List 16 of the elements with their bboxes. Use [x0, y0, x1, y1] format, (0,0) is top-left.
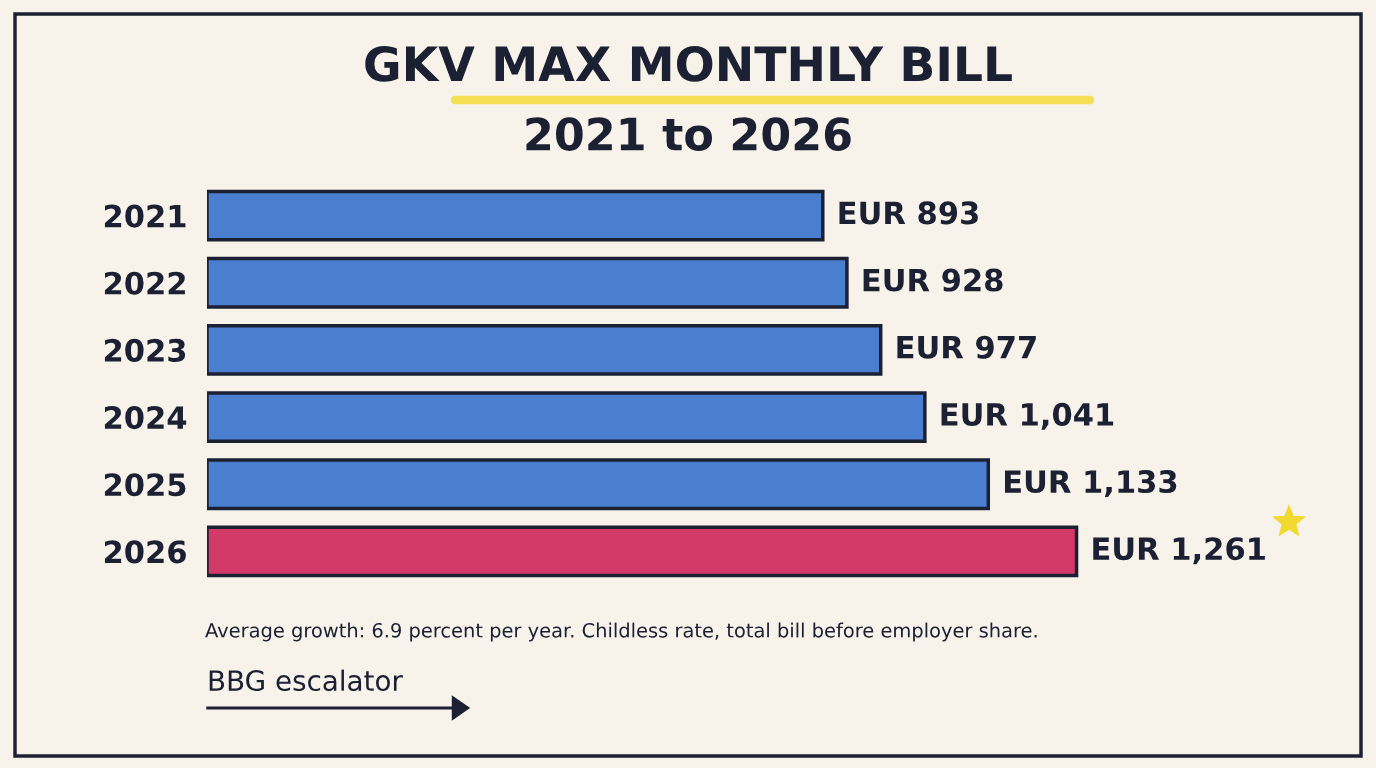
data-label: EUR 1,133: [1004, 470, 1177, 498]
data-label: EUR 928: [863, 268, 1003, 292]
y-tick-label: 2021: [104, 204, 186, 228]
y-tick-label: 2024: [104, 406, 187, 430]
chart-title: GKV MAX MONTHLY BILL: [365, 45, 1012, 82]
data-label: EUR 1,041: [941, 402, 1114, 430]
text: BBG escalator: [209, 669, 403, 692]
data-label: EUR 977: [897, 335, 1036, 359]
y-tick-label: 2025: [104, 473, 186, 497]
y-tick-label: 2023: [104, 338, 186, 362]
chart-subtitle: 2021 to 2026: [526, 117, 851, 151]
data-label: EUR 893: [839, 201, 978, 225]
data-label: EUR 1,261: [1093, 537, 1265, 565]
y-tick-label: 2026: [104, 540, 186, 564]
y-tick-label: 2022: [104, 271, 185, 295]
text: Average growth: 6.9 percent per year. Childless rate, total bill before employer share.: [205, 622, 1037, 642]
